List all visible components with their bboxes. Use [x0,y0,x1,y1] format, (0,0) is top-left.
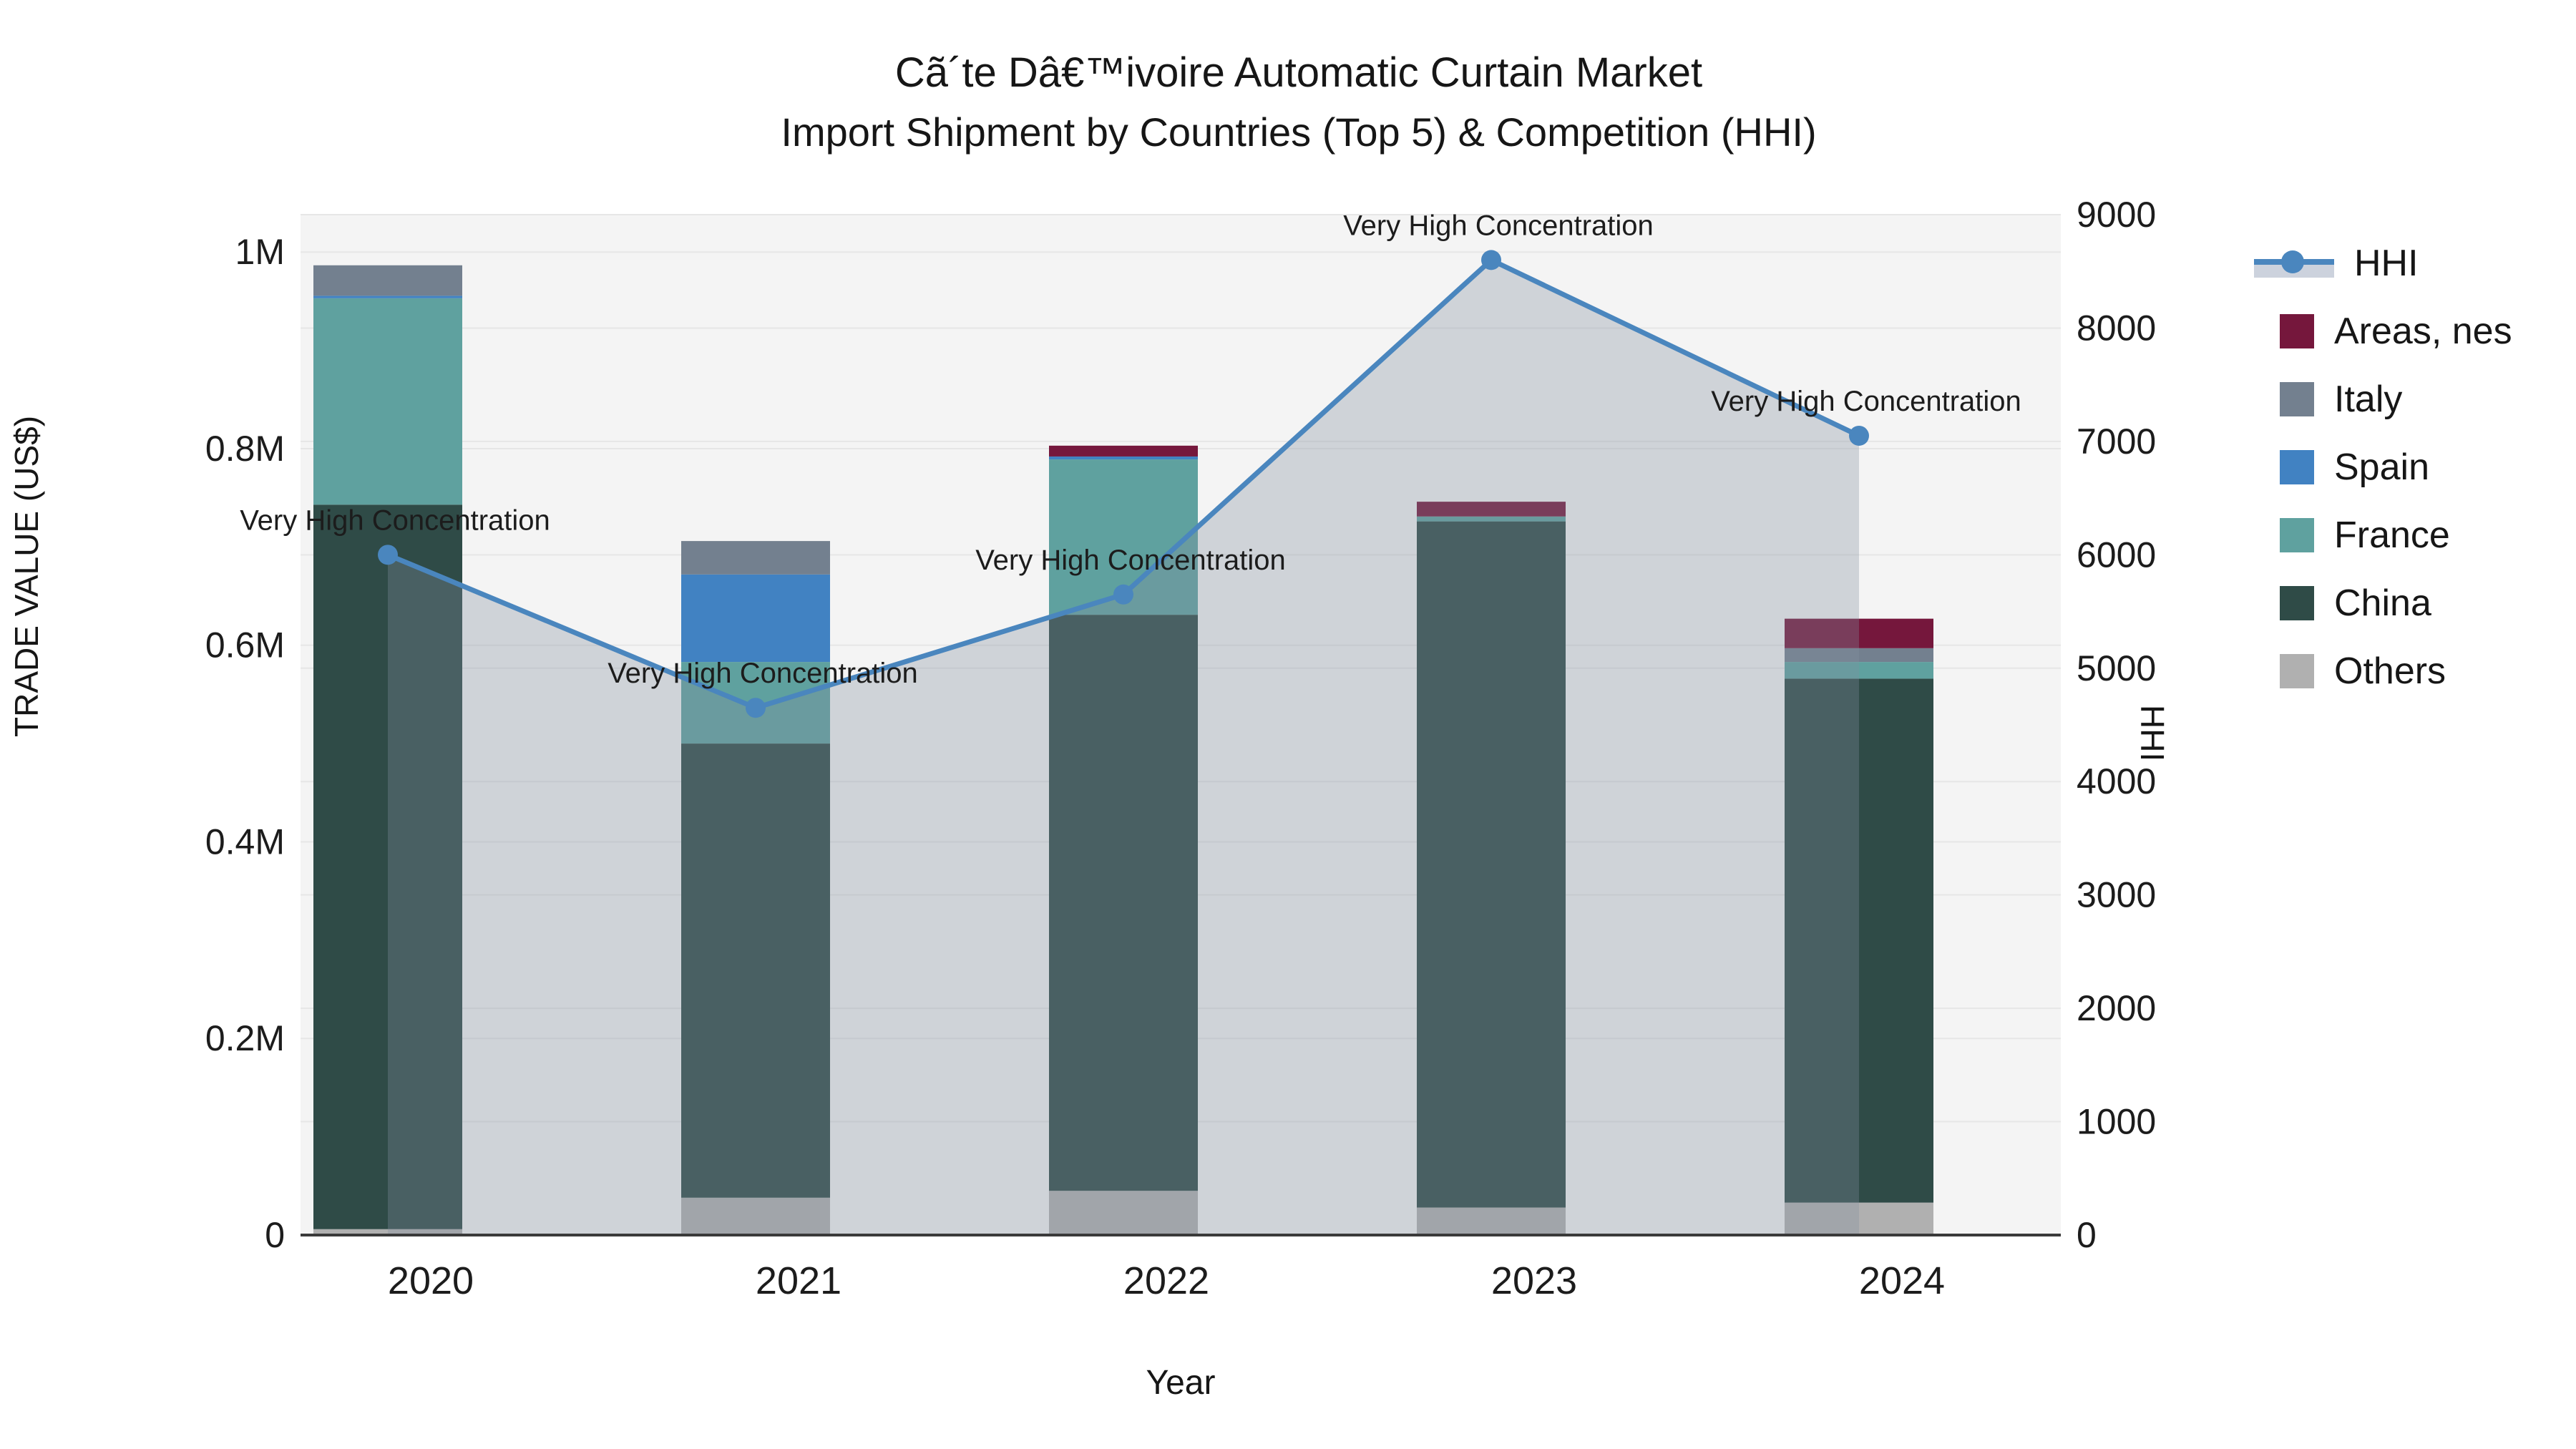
bar-segment-italy-2020[interactable] [313,265,462,296]
hhi-marker-2021[interactable] [746,698,766,718]
svg-text:1000: 1000 [2077,1102,2156,1142]
legend-item-others[interactable]: Others [2254,637,2569,705]
legend-color-swatch [2280,313,2314,348]
svg-text:3000: 3000 [2077,875,2156,915]
bar-segment-france-2023[interactable] [1417,516,1566,522]
bar-segment-areas-nes-2024[interactable] [1785,618,1933,648]
legend-item-france[interactable]: France [2254,501,2569,569]
svg-text:Very High Concentration: Very High Concentration [1343,210,1654,241]
legend: HHI Areas, nes Italy Spain France China Others [2254,229,2569,705]
y-right-tick-labels: 0 1000 2000 3000 4000 5000 6000 7000 8000 9000 [2077,195,2156,1255]
svg-text:5000: 5000 [2077,648,2156,688]
legend-hhi-line-swatch [2254,246,2334,280]
legend-color-swatch [2280,449,2314,484]
bar-segment-spain-2022[interactable] [1049,456,1198,460]
hhi-marker-2024[interactable] [1849,425,1869,446]
hhi-area-fill [388,260,1859,1235]
svg-text:Very High Concentration: Very High Concentration [1711,386,2021,417]
legend-item-areas-nes[interactable]: Areas, nes [2254,297,2569,365]
bar-segment-others-2020[interactable] [313,1229,462,1235]
bar-segment-others-2021[interactable] [681,1197,830,1235]
svg-text:2020: 2020 [388,1259,474,1302]
svg-text:0: 0 [265,1215,285,1255]
legend-item-label: Spain [2334,446,2429,488]
bar-segment-others-2024[interactable] [1785,1202,1933,1235]
svg-text:9000: 9000 [2077,195,2156,235]
legend-color-swatch [2280,653,2314,688]
chart-title-line2: Import Shipment by Countries (Top 5) & C… [781,109,1817,155]
svg-text:2000: 2000 [2077,988,2156,1028]
legend-item-spain[interactable]: Spain [2254,433,2569,501]
svg-text:0: 0 [2077,1215,2097,1255]
legend-item-label: HHI [2354,242,2419,284]
svg-text:0.2M: 0.2M [205,1018,285,1058]
svg-text:2021: 2021 [756,1259,841,1302]
bars-group[interactable] [313,265,1933,1235]
bar-segment-others-2023[interactable] [1417,1207,1566,1235]
hhi-marker-2023[interactable] [1481,250,1501,270]
legend-item-label: France [2334,514,2450,556]
legend-item-italy[interactable]: Italy [2254,365,2569,433]
legend-item-label: Italy [2334,378,2403,420]
legend-color-swatch [2280,381,2314,416]
bar-segment-china-2022[interactable] [1049,615,1198,1191]
legend-item-label: Others [2334,650,2446,692]
svg-text:8000: 8000 [2077,308,2156,348]
svg-text:1M: 1M [235,232,285,272]
x-tick-labels: 2020 2021 2022 2023 2024 [388,1259,1945,1302]
svg-text:Very High Concentration: Very High Concentration [975,545,1286,576]
hhi-marker-2020[interactable] [378,545,398,565]
legend-color-swatch [2280,517,2314,552]
bar-segment-italy-2021[interactable] [681,541,830,575]
bar-segment-spain-2021[interactable] [681,574,830,663]
svg-text:6000: 6000 [2077,535,2156,575]
bar-segment-china-2024[interactable] [1785,678,1933,1203]
hhi-marker-2022[interactable] [1113,584,1133,605]
svg-text:7000: 7000 [2077,421,2156,462]
bar-segment-areas-nes-2023[interactable] [1417,502,1566,517]
svg-text:0.8M: 0.8M [205,429,285,469]
legend-item-label: Areas, nes [2334,310,2512,352]
svg-text:4000: 4000 [2077,761,2156,801]
bar-segment-areas-nes-2022[interactable] [1049,445,1198,457]
legend-item-hhi[interactable]: HHI [2254,229,2569,297]
bar-segment-italy-2024[interactable] [1785,648,1933,663]
svg-text:Very High Concentration: Very High Concentration [608,658,918,689]
bar-segment-france-2020[interactable] [313,298,462,505]
bar-segment-france-2024[interactable] [1785,662,1933,679]
bar-segment-china-2021[interactable] [681,743,830,1198]
legend-item-label: China [2334,582,2431,624]
bar-segment-china-2020[interactable] [313,504,462,1229]
bar-segment-others-2022[interactable] [1049,1191,1198,1235]
svg-text:0.6M: 0.6M [205,625,285,665]
bar-segment-china-2023[interactable] [1417,521,1566,1208]
svg-text:2023: 2023 [1491,1259,1577,1302]
bar-segment-spain-2020[interactable] [313,296,462,298]
svg-text:Very High Concentration: Very High Concentration [240,504,550,536]
svg-text:2022: 2022 [1123,1259,1209,1302]
legend-color-swatch [2280,585,2314,620]
svg-text:2024: 2024 [1859,1259,1945,1302]
annotations: Very High Concentration Very High Concent… [240,210,2021,689]
legend-item-china[interactable]: China [2254,569,2569,637]
y-left-tick-labels: 0 0.2M 0.4M 0.6M 0.8M 1M [205,232,285,1255]
x-axis-title: Year [1146,1364,1216,1402]
svg-text:0.4M: 0.4M [205,821,285,862]
chart-title: Cã´te Dâ€™ivoire Automatic Curtain Marke… [0,43,2576,161]
chart-title-line1: Cã´te Dâ€™ivoire Automatic Curtain Marke… [894,49,1703,96]
